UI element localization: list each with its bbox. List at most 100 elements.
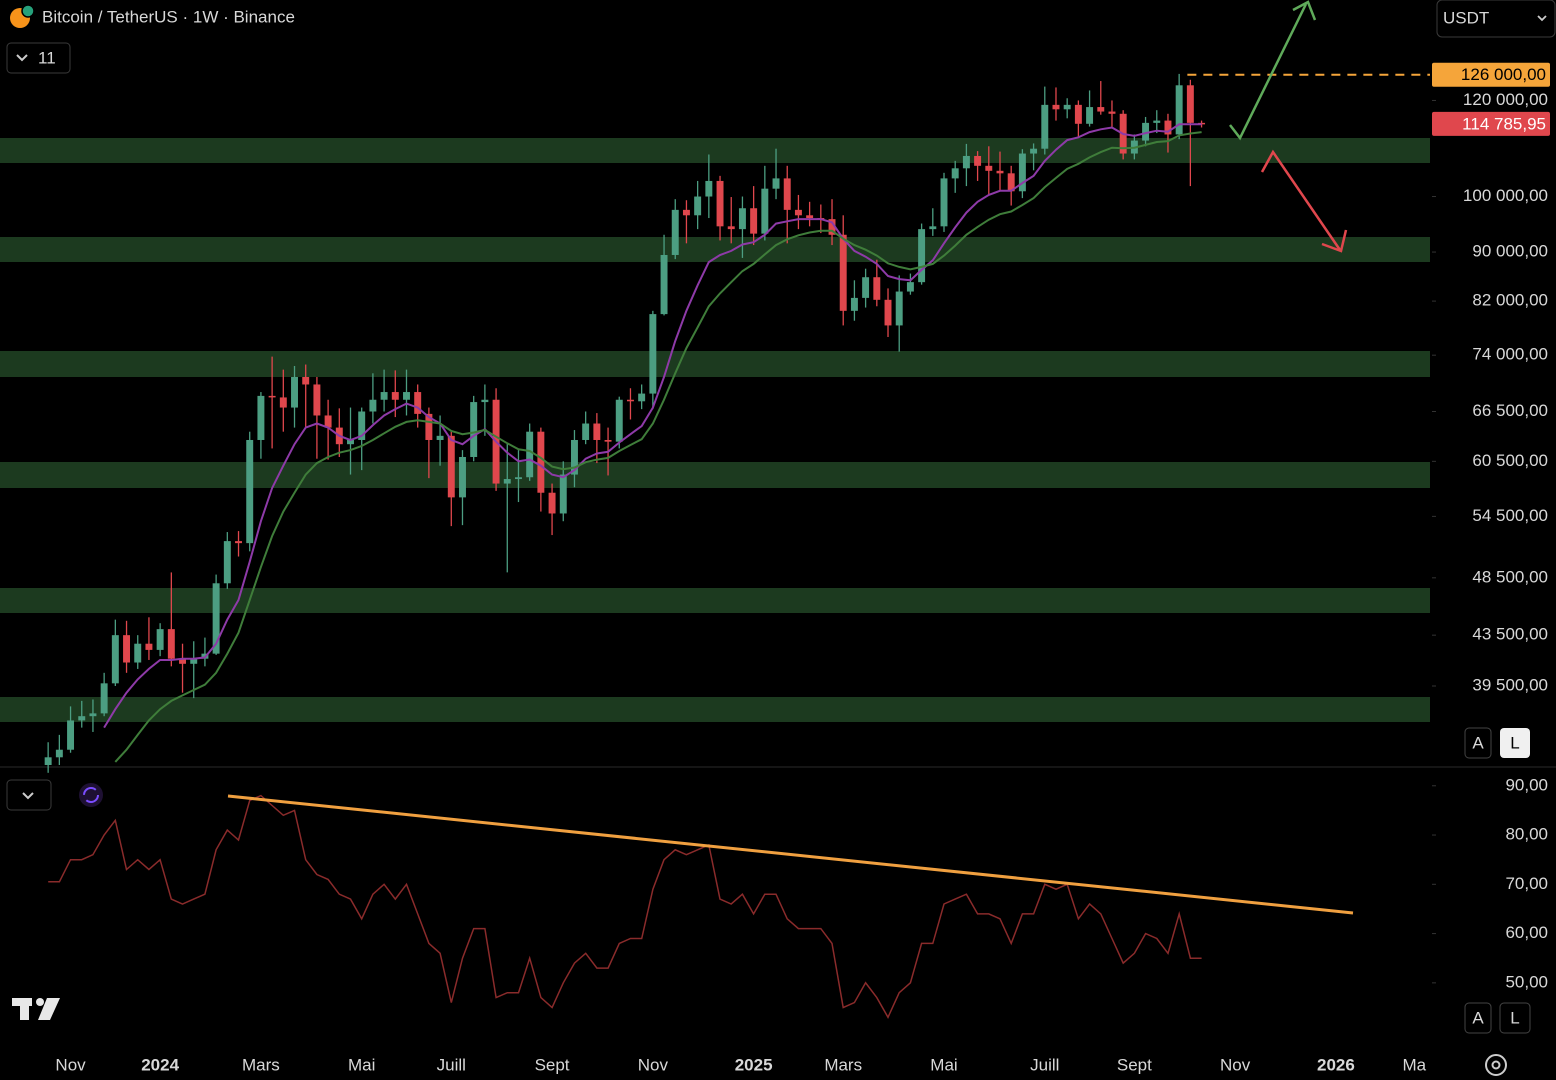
- candle-body: [559, 474, 567, 514]
- up-arrow: [1229, 3, 1308, 141]
- candle-body: [671, 209, 679, 255]
- candle-body: [974, 155, 982, 166]
- candle-body: [1063, 104, 1071, 110]
- candle-body: [783, 178, 791, 210]
- auto-scale-button[interactable]: [1464, 727, 1492, 759]
- candle-body: [738, 208, 746, 230]
- log-scale-button[interactable]: [1500, 728, 1530, 758]
- candle-body: [750, 208, 758, 234]
- logo-part: [38, 998, 60, 1020]
- candle-body: [67, 720, 75, 750]
- down-arrow-head: [1321, 229, 1348, 253]
- candle-body: [1086, 107, 1094, 124]
- currency-label: USDT: [1443, 8, 1489, 27]
- candle-body: [190, 658, 198, 664]
- x-tick-label: 2025: [735, 1055, 773, 1074]
- y-tick-label: 80,00: [1505, 825, 1548, 844]
- candle-body: [391, 392, 399, 400]
- x-tick-label: 2024: [141, 1055, 179, 1074]
- x-tick-label: Nov: [55, 1055, 86, 1074]
- candle-body: [1007, 173, 1015, 192]
- candle-body: [235, 541, 242, 544]
- y-tick-label: 74 000,00: [1472, 345, 1548, 364]
- candle-body: [515, 477, 522, 480]
- zone: [0, 138, 1430, 163]
- candle-body: [649, 314, 657, 394]
- candle-body: [962, 155, 970, 169]
- candle-body: [89, 713, 97, 717]
- candle-body: [347, 439, 354, 445]
- candle-body: [951, 168, 959, 179]
- candle-body: [425, 413, 433, 440]
- candle-body: [1186, 85, 1194, 123]
- zone: [0, 351, 1430, 377]
- y-tick-label: 70,00: [1505, 874, 1548, 893]
- candle-body: [167, 629, 175, 659]
- price-label-box: [1432, 62, 1550, 87]
- candle-body: [436, 435, 444, 440]
- zone: [0, 697, 1430, 722]
- candle-body: [111, 635, 119, 684]
- moving-average: [103, 123, 1202, 729]
- candle-body: [268, 395, 276, 398]
- zone: [0, 462, 1430, 488]
- button-label: A: [1472, 1008, 1484, 1027]
- candle-body: [761, 188, 769, 234]
- candle-body: [403, 392, 410, 400]
- y-tick-label: 43 500,00: [1472, 625, 1548, 644]
- x-tick-label: Juill: [1030, 1055, 1059, 1074]
- candle-body: [55, 749, 63, 758]
- candle-body: [873, 277, 881, 300]
- log-scale-button[interactable]: [1499, 1002, 1531, 1034]
- candle-body: [626, 399, 634, 402]
- y-tick-label: 50,00: [1505, 972, 1548, 991]
- y-tick-label: 90 000,00: [1472, 242, 1548, 261]
- candle-body: [895, 291, 903, 326]
- candle-body: [358, 411, 366, 440]
- y-tick-label: 48 500,00: [1472, 567, 1548, 586]
- chevron: [16, 54, 28, 62]
- candle-body: [727, 226, 735, 230]
- auto-scale-button[interactable]: [1464, 1002, 1492, 1034]
- candle-body: [246, 439, 254, 544]
- candle-body: [156, 629, 164, 650]
- pane-toggle[interactable]: [6, 779, 52, 811]
- indicator-icon-ring: [83, 787, 99, 803]
- settings-icon[interactable]: [1485, 1054, 1507, 1076]
- tv-logo: [12, 998, 60, 1020]
- x-tick-label: Nov: [1220, 1055, 1251, 1074]
- logo-part: [20, 998, 29, 1020]
- x-tick-label: Mai: [930, 1055, 957, 1074]
- candle-body: [380, 392, 388, 400]
- indicator-count: 11: [38, 48, 56, 67]
- y-tick-label: 100 000,00: [1463, 186, 1548, 205]
- candle-body: [660, 254, 668, 315]
- y-tick-label: 82 000,00: [1472, 291, 1548, 310]
- settings-icon-core: [1491, 1060, 1501, 1070]
- moving-average: [114, 131, 1202, 763]
- y-tick-label: 54 500,00: [1472, 506, 1548, 525]
- candle-body: [526, 431, 534, 478]
- candle-body: [839, 234, 847, 311]
- candle-body: [481, 399, 489, 403]
- candle-body: [929, 226, 937, 230]
- price-label-box: [1432, 111, 1550, 136]
- logo-part: [36, 998, 44, 1006]
- price-label: 114 785,95: [1462, 114, 1546, 133]
- candle-body: [291, 376, 298, 408]
- indicator-toggle[interactable]: [6, 42, 71, 74]
- candle-body: [705, 180, 713, 197]
- currency-select[interactable]: [1436, 0, 1556, 38]
- indicator-icon[interactable]: [79, 783, 103, 807]
- chevron: [1537, 15, 1547, 22]
- y-tick-label: 39 500,00: [1472, 675, 1548, 694]
- candle-body: [1164, 120, 1172, 135]
- candle-body: [179, 658, 187, 664]
- chevron: [22, 792, 34, 800]
- candle-body: [1041, 104, 1049, 149]
- candle-body: [615, 399, 623, 442]
- down-arrow: [1260, 149, 1342, 251]
- candle-body: [414, 392, 422, 414]
- candle-body: [985, 165, 993, 171]
